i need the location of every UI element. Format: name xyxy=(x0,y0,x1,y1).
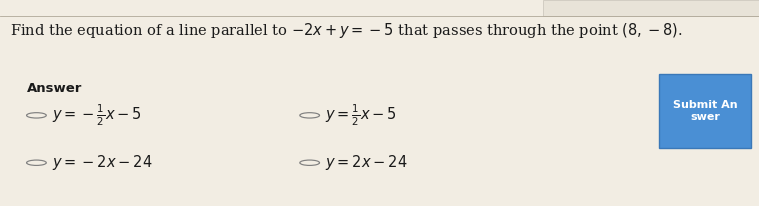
Text: Find the equation of a line parallel to $-2x+y=-5$ that passes through the point: Find the equation of a line parallel to … xyxy=(10,21,682,40)
FancyBboxPatch shape xyxy=(543,0,759,16)
Text: $y = \frac{1}{2}x - 5$: $y = \frac{1}{2}x - 5$ xyxy=(325,103,397,128)
FancyBboxPatch shape xyxy=(659,74,751,148)
Text: $y = -\frac{1}{2}x - 5$: $y = -\frac{1}{2}x - 5$ xyxy=(52,103,141,128)
Text: Submit An
swer: Submit An swer xyxy=(672,100,738,122)
Text: $y = -2x - 24$: $y = -2x - 24$ xyxy=(52,153,152,172)
Text: Answer: Answer xyxy=(27,82,82,95)
Text: $y = 2x - 24$: $y = 2x - 24$ xyxy=(325,153,408,172)
